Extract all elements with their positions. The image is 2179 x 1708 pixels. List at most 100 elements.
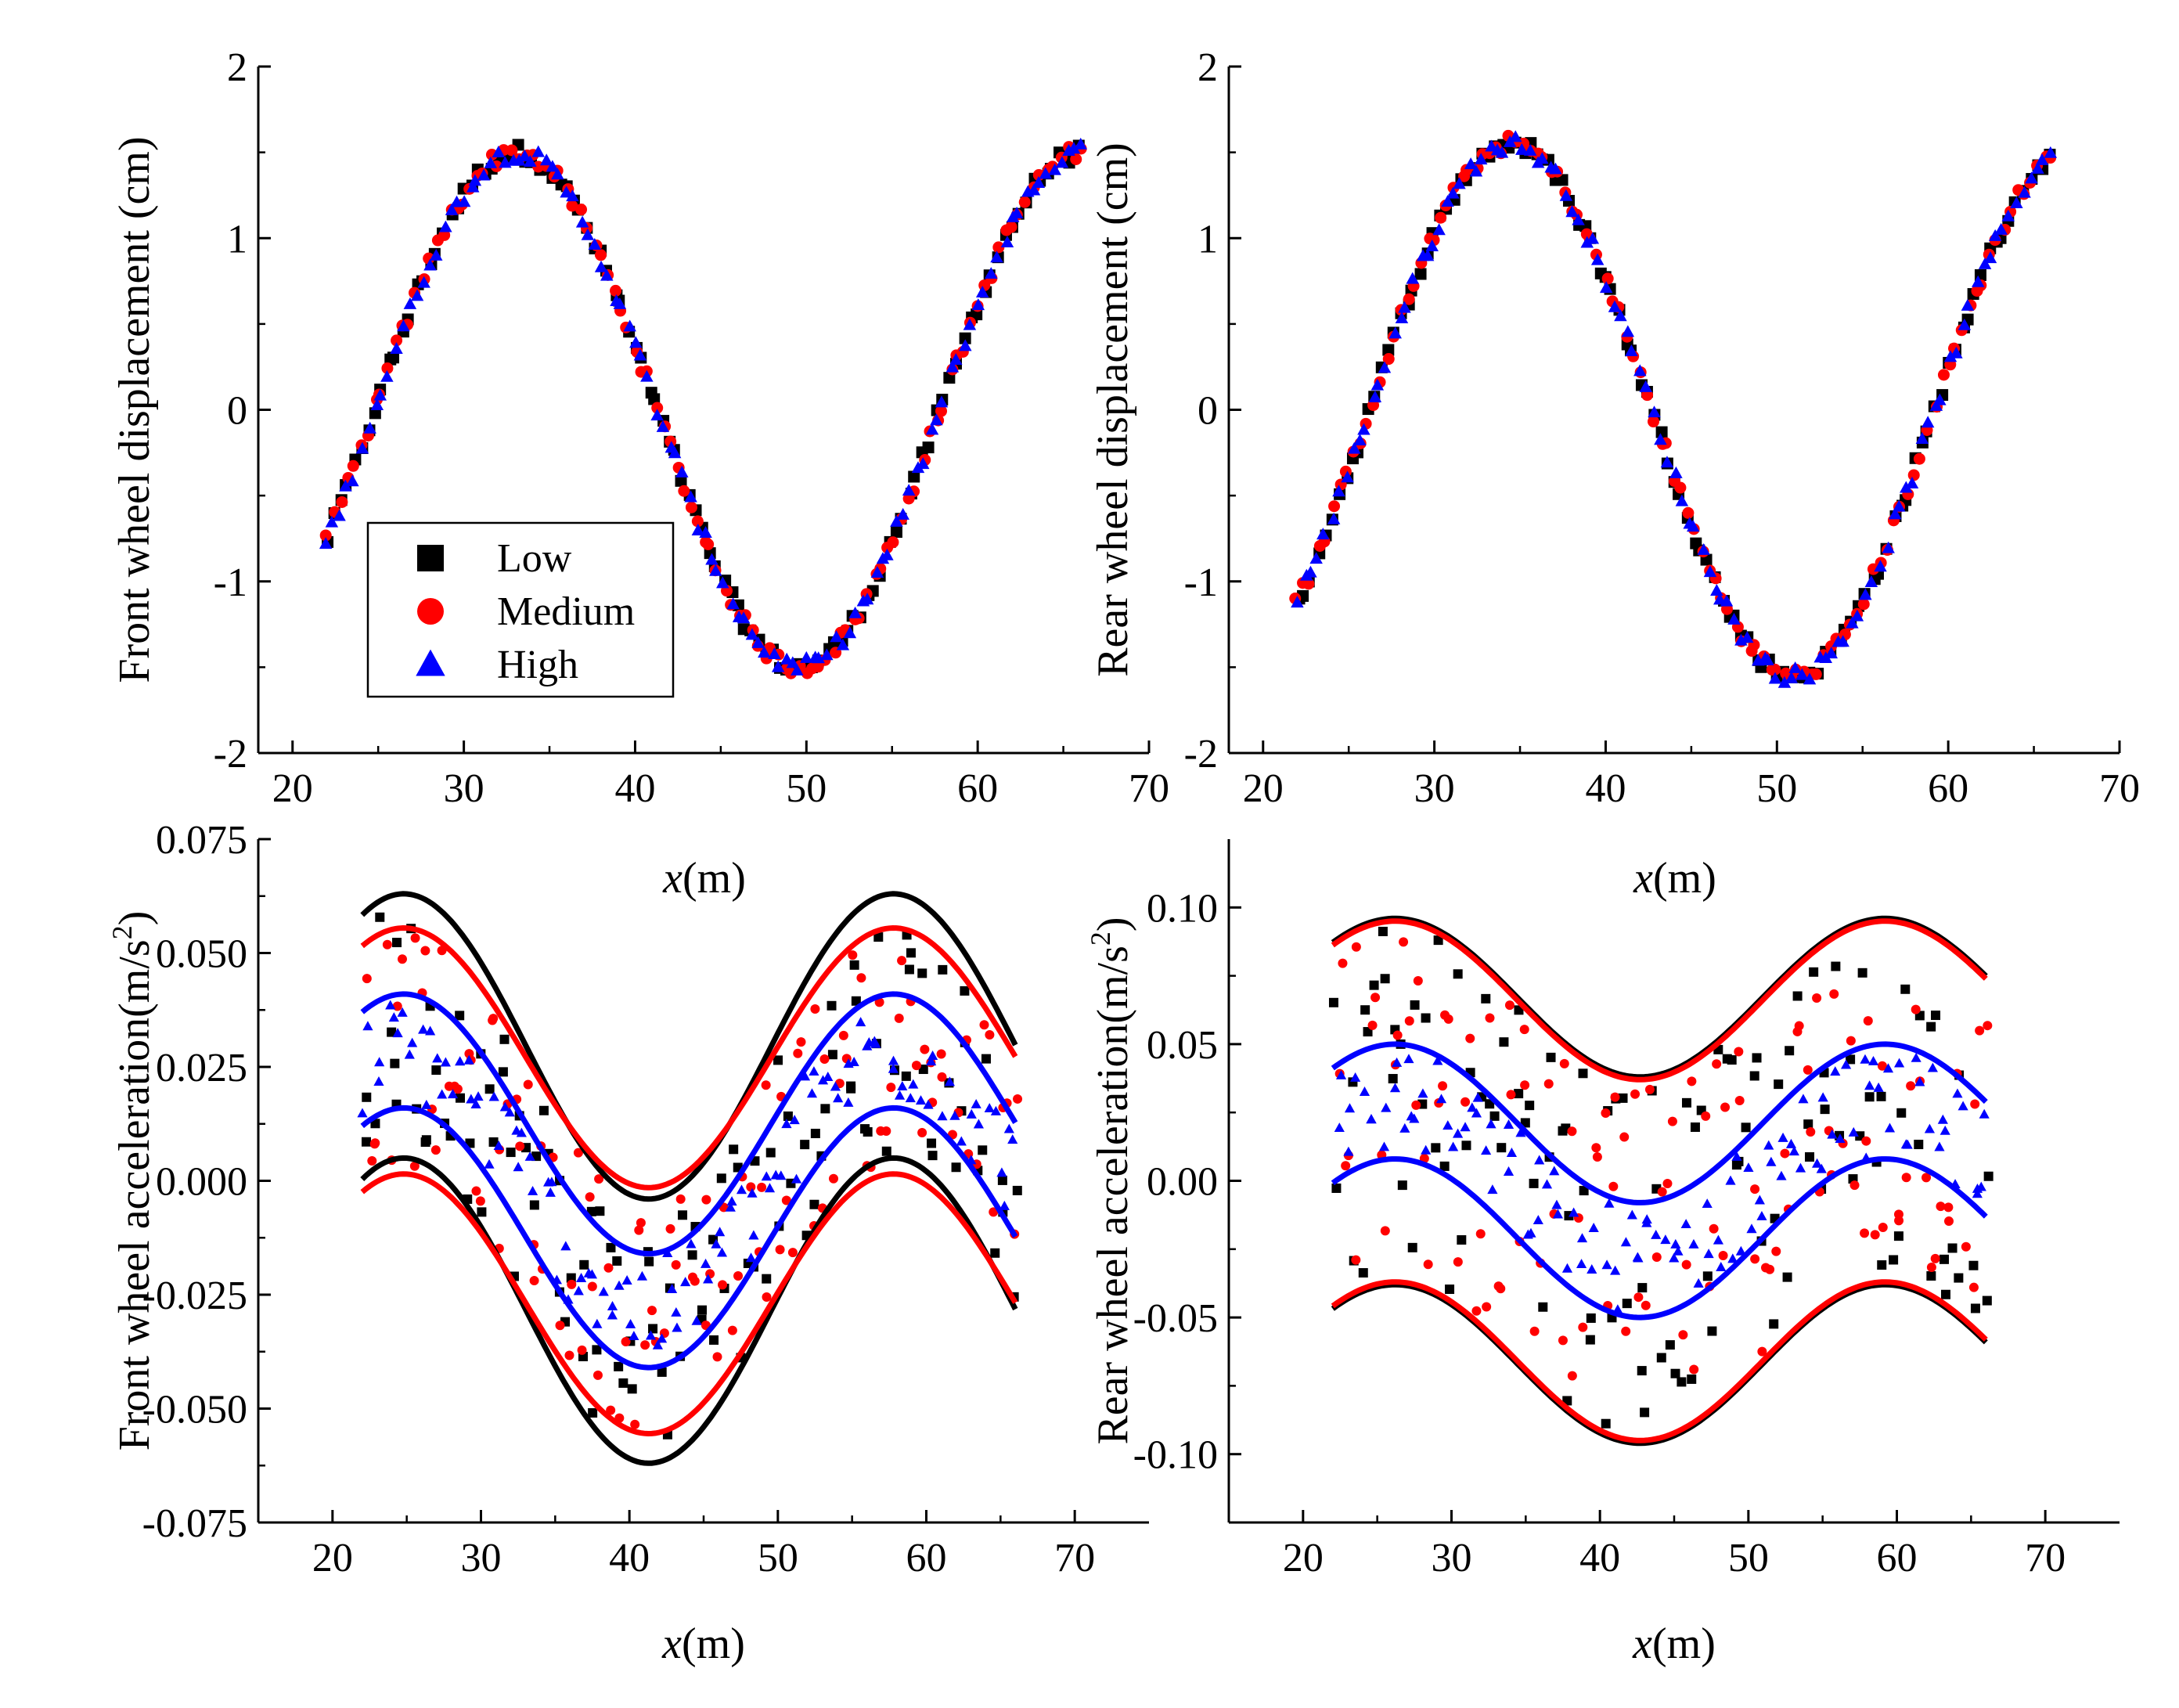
data-point-high xyxy=(404,1049,415,1059)
data-point-medium xyxy=(1926,1263,1936,1273)
x-tick-label: 70 xyxy=(1129,766,1169,811)
data-point-low xyxy=(1378,926,1388,936)
data-point-high xyxy=(1569,1207,1579,1217)
data-point-medium xyxy=(746,1182,756,1192)
data-point-medium xyxy=(701,1195,711,1205)
data-point-high xyxy=(645,1330,657,1340)
data-point-high xyxy=(513,1162,524,1172)
data-point-high xyxy=(1348,441,1361,454)
data-point-high xyxy=(726,597,740,610)
data-point-medium xyxy=(621,1337,631,1347)
data-point-low xyxy=(361,1137,371,1147)
data-point-medium xyxy=(1648,416,1659,428)
data-point-medium xyxy=(1901,1173,1911,1183)
data-point-high xyxy=(1660,1234,1671,1245)
data-point-high xyxy=(1686,520,1700,532)
data-point-high xyxy=(583,1267,594,1277)
data-point-low xyxy=(1820,1104,1830,1115)
data-point-low xyxy=(1785,1046,1795,1056)
data-point-medium xyxy=(1913,452,1925,465)
data-point-high xyxy=(1688,1238,1699,1249)
data-point-low xyxy=(392,938,402,948)
data-point-medium xyxy=(979,1020,989,1030)
data-point-high xyxy=(1971,275,1985,287)
data-point-high xyxy=(531,145,546,157)
x-tick-label: 50 xyxy=(786,766,827,811)
data-point-high xyxy=(504,1107,515,1117)
data-point-high xyxy=(937,1111,948,1121)
data-point-low xyxy=(1954,1273,1964,1283)
data-point-high xyxy=(716,576,729,589)
data-point-high xyxy=(1994,222,2008,235)
data-point-medium xyxy=(391,334,403,347)
data-point-medium xyxy=(362,974,372,984)
data-point-medium xyxy=(1943,1202,1954,1213)
data-point-low xyxy=(1358,1268,1368,1278)
data-point-high xyxy=(1902,1139,1913,1149)
upper-x-axis-label: x(m) xyxy=(662,854,746,903)
data-point-low xyxy=(455,1011,465,1021)
data-point-medium xyxy=(685,501,697,513)
data-point-low xyxy=(1453,969,1463,979)
data-point-high xyxy=(2031,161,2044,174)
data-point-low xyxy=(1939,1254,1950,1264)
data-point-high xyxy=(1453,177,1466,189)
data-point-high xyxy=(1934,1141,1945,1151)
data-point-medium xyxy=(573,1148,583,1158)
data-point-high xyxy=(417,276,430,288)
data-point-high xyxy=(1972,1188,1983,1198)
data-point-high xyxy=(1827,1129,1838,1139)
data-point-high xyxy=(1441,195,1454,207)
data-point-high xyxy=(633,348,647,361)
data-point-high xyxy=(1983,251,1997,264)
data-point-medium xyxy=(727,1325,737,1335)
y-tick-label: 1 xyxy=(1198,217,1218,261)
data-point-medium xyxy=(587,1281,597,1292)
x-tick-label: 60 xyxy=(1877,1536,1918,1580)
data-point-high xyxy=(1648,405,1661,418)
data-point-high xyxy=(355,441,369,454)
data-point-high xyxy=(1675,494,1689,506)
data-point-medium xyxy=(702,538,715,550)
data-point-high xyxy=(1620,1237,1632,1247)
data-point-high xyxy=(1639,380,1652,392)
data-point-high xyxy=(668,446,682,459)
data-point-high xyxy=(975,286,989,297)
data-point-medium xyxy=(1651,1252,1662,1262)
data-point-low xyxy=(1601,1418,1611,1429)
data-point-high xyxy=(1350,1072,1361,1082)
data-point-high xyxy=(711,1238,722,1249)
data-point-high xyxy=(1503,1166,1514,1176)
data-point-high xyxy=(1549,162,1562,175)
data-point-high xyxy=(1776,1170,1787,1180)
data-point-high xyxy=(1359,1086,1370,1096)
data-point-medium xyxy=(1712,1059,1722,1069)
data-point-high xyxy=(1304,565,1317,578)
data-point-high xyxy=(703,1274,714,1284)
data-point-medium xyxy=(1608,1181,1619,1191)
data-point-medium xyxy=(1657,1187,1667,1197)
data-point-high xyxy=(560,1241,571,1251)
data-point-medium xyxy=(917,1127,927,1137)
data-point-low xyxy=(1983,1171,1994,1181)
data-point-medium xyxy=(1644,1084,1655,1094)
data-point-low xyxy=(1637,1366,1647,1376)
data-point-high xyxy=(588,237,602,250)
data-point-high xyxy=(1559,189,1573,201)
data-point-high xyxy=(1864,1080,1875,1090)
data-point-high xyxy=(1601,1259,1612,1270)
data-point-low xyxy=(1805,1152,1815,1162)
data-point-medium xyxy=(634,1225,644,1235)
data-point-high xyxy=(1660,456,1674,468)
data-point-medium xyxy=(1475,1229,1486,1239)
data-point-high xyxy=(546,1177,557,1187)
y-tick-label: 0.050 xyxy=(156,932,247,977)
data-point-low xyxy=(773,1055,783,1065)
data-point-high xyxy=(1353,434,1367,446)
data-point-high xyxy=(1952,1088,1963,1098)
envelope-high-upper xyxy=(1331,1041,1988,1205)
data-point-high xyxy=(1743,1162,1754,1173)
data-point-high xyxy=(675,465,689,477)
data-point-high xyxy=(1343,1146,1354,1156)
data-point-low xyxy=(1586,1313,1596,1323)
